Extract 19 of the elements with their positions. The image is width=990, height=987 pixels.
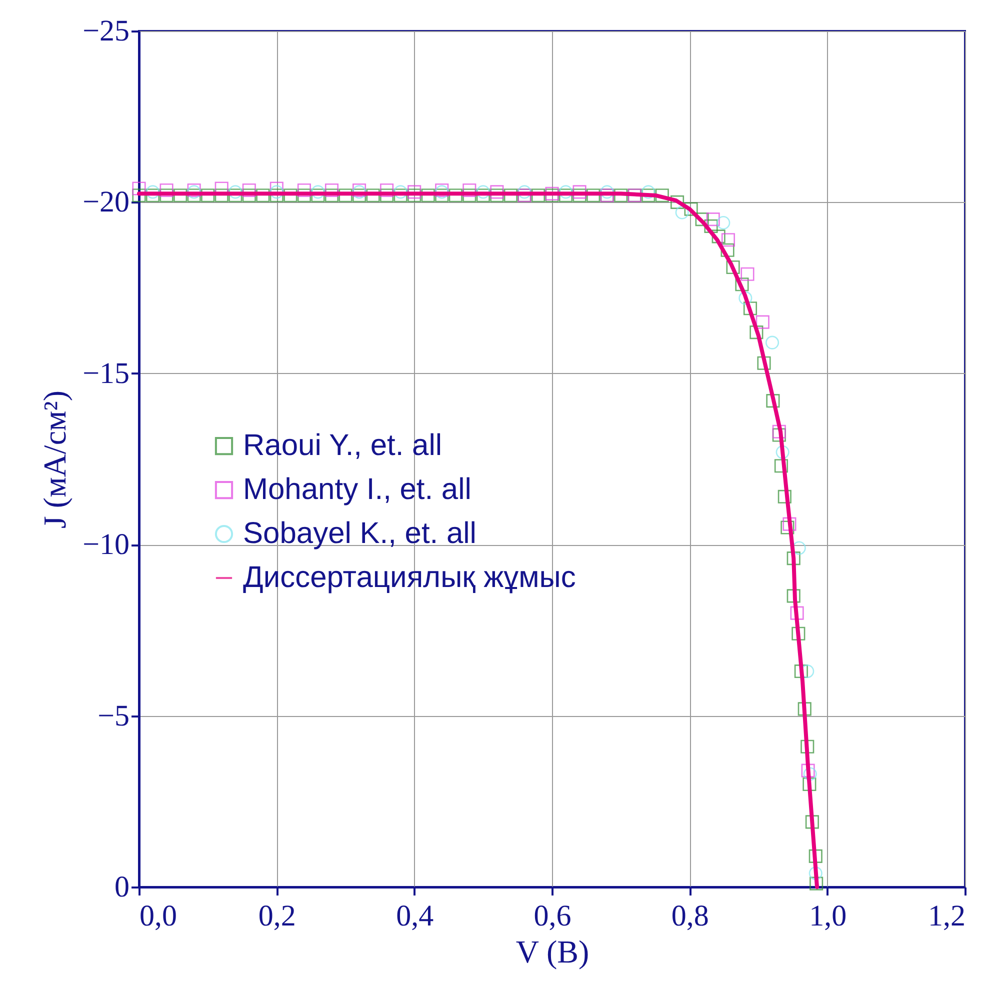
y-tick-label: −20: [82, 186, 130, 219]
y-tick-label: −10: [82, 528, 130, 562]
y-tick-label: −25: [82, 14, 130, 48]
legend-label: Raoui Y., et. all: [243, 429, 442, 462]
x-tick-label: 0,4: [396, 900, 434, 932]
x-tick-label: 1,2: [928, 900, 966, 932]
x-tick-label: 0,8: [671, 900, 709, 932]
x-axis-title: V (В): [516, 934, 590, 970]
y-axis-title: J (мА/см²): [36, 390, 73, 529]
legend-label: Диссертациялық жұмыс: [243, 561, 576, 594]
x-tick-label: 0,0: [140, 900, 177, 932]
legend-label: Mohanty I., et. all: [243, 473, 472, 506]
legend-label: Sobayel K., et. all: [243, 517, 476, 550]
y-tick-label: −5: [98, 699, 130, 732]
y-tick-label: 0: [114, 870, 130, 904]
x-tick-label: 0,6: [534, 900, 572, 932]
x-tick-label: 1,0: [809, 900, 847, 932]
x-tick-label: 0,2: [258, 900, 296, 932]
y-tick-label: −15: [82, 356, 130, 390]
